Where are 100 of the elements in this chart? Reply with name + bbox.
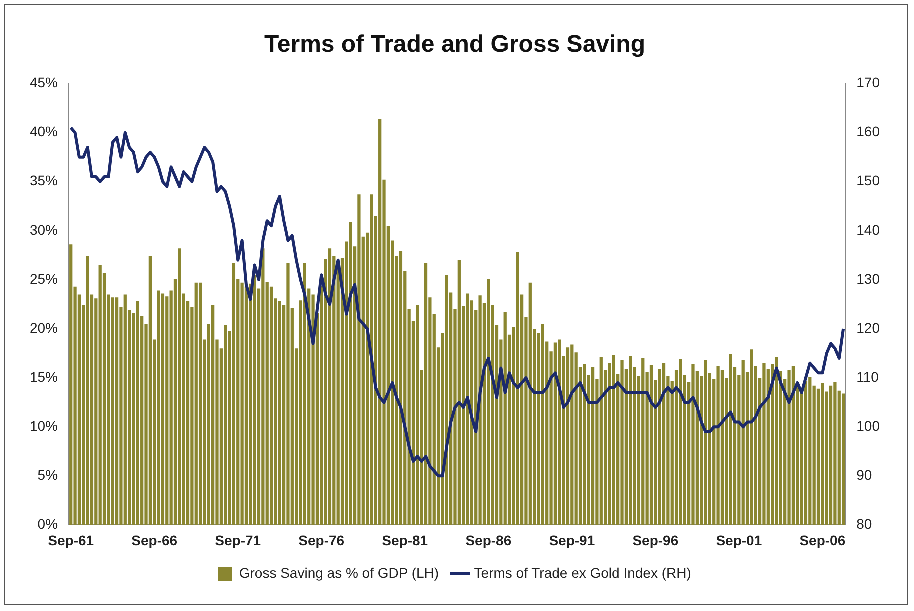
bar — [804, 381, 808, 526]
bar — [570, 344, 574, 526]
bar — [716, 366, 720, 526]
bar — [842, 394, 846, 526]
y2-tick-label: 160 — [856, 124, 880, 140]
bar — [244, 286, 248, 526]
y-tick-label: 0% — [38, 516, 58, 532]
bar — [788, 370, 791, 526]
y-tick-label: 20% — [30, 320, 58, 336]
bar — [232, 263, 236, 526]
y2-tick-label: 130 — [856, 270, 880, 287]
bar — [704, 360, 708, 526]
bar — [370, 194, 374, 526]
bar — [278, 302, 282, 526]
bar — [679, 359, 682, 526]
bar — [303, 263, 306, 526]
y-tick-label: 5% — [38, 467, 58, 484]
legend-label: Gross Saving as % of GDP (LH) — [239, 564, 440, 581]
bar — [458, 260, 461, 526]
bar — [620, 360, 624, 526]
bar — [115, 298, 119, 526]
bar — [834, 382, 837, 526]
bar — [821, 382, 824, 526]
bar — [378, 119, 382, 526]
bar — [762, 363, 766, 526]
bar — [600, 357, 603, 526]
x-tick-label: Sep-81 — [382, 532, 428, 548]
x-tick-label: Sep-06 — [800, 532, 846, 548]
bar — [612, 356, 616, 526]
x-tick-label: Sep-01 — [716, 532, 762, 548]
y2-tick-label: 90 — [856, 467, 872, 484]
bar — [286, 263, 290, 526]
bar — [566, 348, 570, 526]
bar — [86, 256, 90, 526]
chart-title: Terms of Trade and Gross Saving — [264, 31, 646, 58]
bar — [792, 366, 796, 526]
bar — [349, 222, 352, 526]
x-tick-label: Sep-66 — [132, 532, 178, 548]
y2-tick-label: 150 — [856, 172, 880, 189]
x-tick-label: Sep-71 — [215, 532, 262, 548]
y-tick-label: 10% — [30, 418, 58, 434]
bar — [554, 342, 558, 526]
bar — [504, 312, 507, 526]
bar — [157, 290, 160, 526]
bar — [416, 305, 420, 526]
bar — [212, 305, 215, 526]
bar — [528, 282, 532, 526]
y-tick-label: 45% — [30, 74, 58, 91]
bar — [262, 248, 265, 526]
x-tick-label: Sep-76 — [298, 532, 345, 548]
bar — [466, 294, 470, 526]
bar — [224, 325, 228, 526]
y2-tick-label: 140 — [856, 222, 880, 238]
bar — [583, 364, 586, 526]
bar — [729, 354, 732, 526]
y2-tick-label: 120 — [856, 320, 880, 336]
y2-tick-label: 110 — [856, 368, 880, 385]
bar — [750, 350, 754, 526]
bar — [198, 282, 202, 526]
bar — [692, 364, 695, 526]
bar — [775, 357, 778, 526]
bar — [541, 324, 544, 526]
x-tick-label: Sep-86 — [466, 532, 512, 548]
bar — [253, 275, 256, 526]
y-tick-label: 25% — [30, 270, 58, 287]
bar — [240, 282, 244, 526]
y2-tick-label: 170 — [856, 74, 880, 91]
y-tick-label: 15% — [30, 368, 58, 385]
bar — [629, 356, 632, 526]
legend-label: Terms of Trade ex Gold Index (RH) — [474, 564, 692, 581]
bar — [358, 194, 361, 526]
bar — [516, 252, 520, 526]
bar — [424, 263, 428, 526]
bar — [742, 360, 745, 526]
x-tick-label: Sep-91 — [549, 532, 596, 548]
bar — [399, 252, 403, 526]
bar — [328, 248, 332, 526]
x-tick-label: Sep-96 — [632, 532, 679, 548]
bar — [124, 294, 127, 526]
bar — [111, 298, 114, 526]
bar — [98, 265, 102, 526]
y-tick-label: 35% — [30, 172, 58, 189]
bar — [194, 282, 198, 526]
bar — [829, 386, 833, 526]
y-tick-label: 40% — [30, 124, 58, 140]
bar — [720, 370, 724, 526]
bar — [662, 363, 666, 526]
y-tick-label: 30% — [30, 222, 58, 238]
y2-tick-label: 100 — [856, 418, 880, 434]
bar — [178, 248, 182, 526]
bar — [136, 302, 140, 526]
bar — [642, 358, 645, 526]
y2-tick-label: 80 — [856, 516, 872, 532]
bar — [70, 244, 73, 526]
bar — [487, 278, 490, 526]
bar — [591, 367, 595, 526]
bar — [808, 377, 812, 526]
x-tick-label: Sep-61 — [48, 532, 94, 548]
bar — [148, 256, 152, 526]
bar — [650, 365, 654, 526]
